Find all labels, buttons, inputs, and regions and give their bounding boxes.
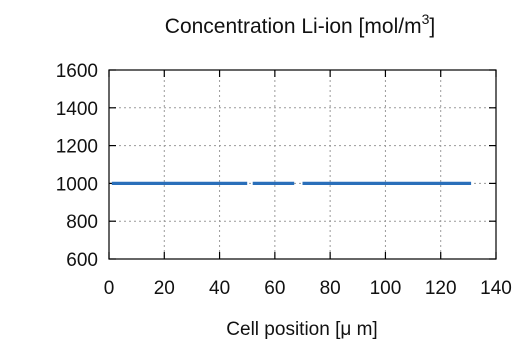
x-axis-label-mu: μ [340, 319, 351, 340]
y-tick-label: 1400 [56, 99, 98, 120]
x-tick-label: 140 [480, 278, 512, 299]
x-tick-label: 0 [104, 278, 115, 299]
x-axis-label: Cell position [μ m] [226, 319, 377, 340]
x-tick-labels: 0 20 40 60 80 100 120 140 [104, 278, 512, 299]
chart-title-superscript: 3 [422, 11, 430, 27]
tick-marks [108, 69, 497, 260]
plot-frame [108, 69, 497, 260]
y-tick-label: 1600 [56, 61, 98, 82]
chart-title: Concentration Li-ion [mol/m3] [165, 11, 435, 38]
x-tick-label: 80 [320, 278, 341, 299]
y-tick-label: 800 [66, 212, 98, 233]
chart-title-suffix: ] [429, 15, 435, 38]
x-tick-label: 120 [425, 278, 457, 299]
x-tick-label: 100 [370, 278, 402, 299]
y-tick-labels: 600 800 1000 1200 1400 1600 [56, 61, 98, 271]
x-tick-label: 20 [154, 278, 175, 299]
x-tick-label: 60 [264, 278, 285, 299]
x-axis-label-suffix: m] [351, 319, 377, 340]
y-tick-label: 1000 [56, 174, 98, 195]
y-tick-label: 600 [66, 250, 98, 271]
x-axis-label-main: Cell position [ [226, 319, 341, 340]
chart-title-main: Concentration Li-ion [mol/m [165, 15, 422, 38]
y-tick-label: 1200 [56, 137, 98, 158]
x-tick-label: 40 [209, 278, 230, 299]
grid [109, 70, 496, 259]
